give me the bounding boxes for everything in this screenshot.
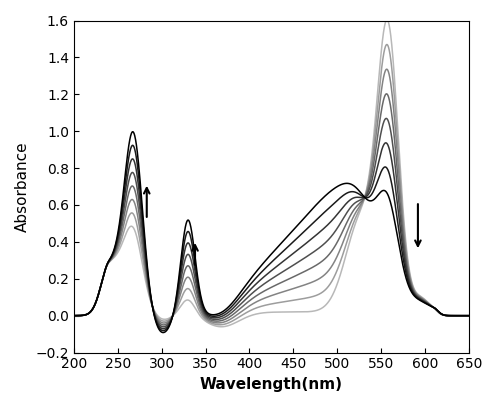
Y-axis label: Absorbance: Absorbance <box>15 141 30 232</box>
X-axis label: Wavelength(nm): Wavelength(nm) <box>200 377 343 392</box>
